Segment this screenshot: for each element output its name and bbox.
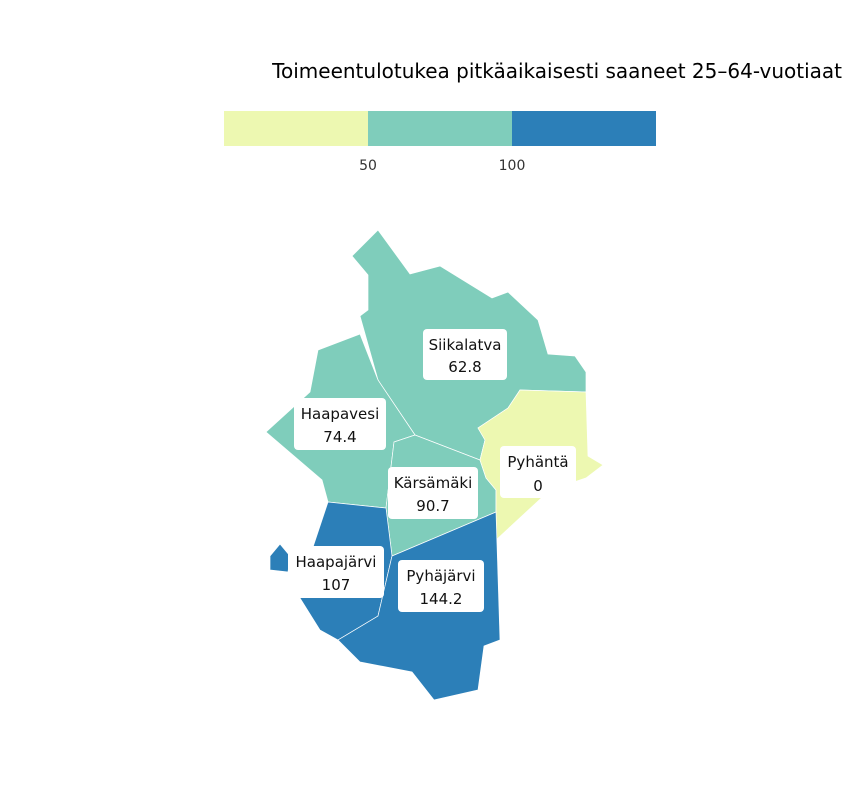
region-value-label: 62.8 [448, 358, 481, 376]
region-name-label: Pyhäjärvi [406, 567, 475, 585]
label-siikalatva: Siikalatva 62.8 [423, 329, 507, 380]
label-box [500, 446, 576, 498]
region-value-label: 0 [533, 477, 543, 495]
label-box [294, 398, 386, 450]
label-box [288, 546, 384, 598]
label-karsamaki: Kärsämäki 90.7 [388, 467, 478, 519]
label-box [398, 560, 484, 612]
region-labels: Siikalatva 62.8 Haapavesi 74.4 Kärsämäki… [288, 329, 576, 612]
region-value-label: 107 [322, 576, 351, 594]
region-value-label: 144.2 [420, 590, 463, 608]
label-pyhajarvi: Pyhäjärvi 144.2 [398, 560, 484, 612]
map-title: Toimeentulotukea pitkäaikaisesti saaneet… [271, 59, 842, 83]
legend: 50 100 [224, 111, 656, 174]
label-haapavesi: Haapavesi 74.4 [294, 398, 386, 450]
label-box [423, 329, 507, 380]
region-name-label: Haapajärvi [296, 553, 377, 571]
label-pyhanta: Pyhäntä 0 [500, 446, 576, 498]
label-box [388, 467, 478, 519]
label-haapajarvi: Haapajärvi 107 [288, 546, 384, 598]
region-name-label: Siikalatva [429, 336, 502, 354]
region-name-label: Haapavesi [301, 405, 379, 423]
legend-tick-label: 100 [499, 158, 526, 174]
region-name-label: Pyhäntä [507, 453, 568, 471]
legend-bin-high [512, 111, 656, 146]
region-name-label: Kärsämäki [394, 474, 473, 492]
legend-bin-mid [368, 111, 512, 146]
region-value-label: 74.4 [323, 428, 356, 446]
legend-tick-label: 50 [359, 158, 377, 174]
region-value-label: 90.7 [416, 497, 449, 515]
region-haapajarvi-islet[interactable] [269, 543, 291, 573]
legend-bin-low [224, 111, 368, 146]
